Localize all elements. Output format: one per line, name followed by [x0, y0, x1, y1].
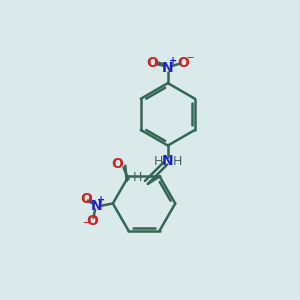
- Text: H: H: [154, 155, 163, 168]
- Text: H: H: [133, 171, 142, 184]
- Text: N: N: [91, 199, 102, 213]
- Text: N: N: [162, 61, 174, 75]
- Text: O: O: [146, 56, 158, 70]
- Text: ⁻: ⁻: [186, 53, 194, 67]
- Text: O: O: [177, 56, 189, 70]
- Text: O: O: [80, 192, 92, 206]
- Text: +: +: [169, 56, 177, 66]
- Text: O: O: [111, 157, 123, 171]
- Text: ⁻: ⁻: [82, 218, 89, 232]
- Text: O: O: [86, 214, 98, 228]
- Text: +: +: [97, 195, 105, 205]
- Text: H: H: [173, 155, 182, 168]
- Text: N: N: [162, 154, 174, 168]
